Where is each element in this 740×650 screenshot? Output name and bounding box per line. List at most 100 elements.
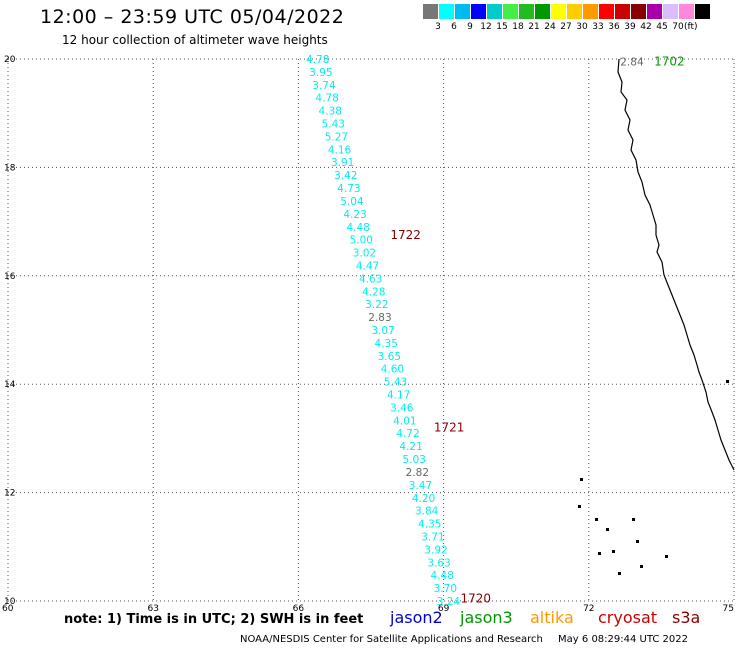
color-scale-tick: 27	[560, 22, 572, 32]
color-swatch	[470, 4, 486, 19]
color-swatch	[694, 4, 710, 19]
track-labels: 4.783.953.744.784.385.435.274.163.913.42…	[306, 54, 685, 608]
y-tick-label: 16	[4, 272, 16, 282]
wave-height-value: 4.23	[343, 209, 366, 221]
color-swatch	[534, 4, 550, 19]
wave-height-value: 3.84	[415, 506, 439, 518]
island-speck	[640, 565, 643, 568]
color-scale-tick: 15	[496, 22, 508, 32]
y-tick-label: 12	[4, 489, 15, 499]
color-swatch	[438, 4, 454, 19]
wave-height-value: 5.04	[340, 196, 364, 208]
wave-height-value: 2.83	[368, 312, 391, 324]
y-tick-label: 14	[4, 380, 16, 390]
color-scale-tick: 36	[608, 22, 620, 32]
color-scale-tick: 30	[576, 22, 588, 32]
x-tick-label: 63	[147, 604, 158, 614]
color-scale-tick: 39	[624, 22, 636, 32]
island-speck	[726, 380, 729, 383]
axis-labels: 60 63 66 69 72 75 20 18 16 14 12 10	[2, 55, 734, 614]
wave-height-value: 3.95	[309, 67, 332, 79]
color-scale-unit: (ft)	[684, 22, 698, 32]
wave-height-value: 4.78	[315, 93, 338, 105]
wave-height-value: 4.28	[362, 286, 385, 298]
y-tick-label: 10	[4, 597, 16, 607]
page-subtitle: 12 hour collection of altimeter wave hei…	[62, 33, 328, 47]
x-tick-label: 66	[293, 604, 305, 614]
wave-height-value: 4.73	[337, 183, 360, 195]
wave-height-value: 4.17	[387, 390, 410, 402]
wave-height-value: 4.20	[412, 493, 435, 505]
time-label: 1702	[654, 55, 685, 69]
coastline-path	[617, 58, 735, 471]
wave-height-value: 3.71	[421, 531, 444, 543]
y-tick-label: 18	[4, 163, 16, 173]
color-swatch	[598, 4, 614, 19]
wave-height-value: 5.43	[322, 119, 345, 131]
color-swatch	[646, 4, 662, 19]
x-tick-label: 72	[583, 604, 594, 614]
wave-height-value: 4.78	[306, 54, 329, 66]
wave-height-value: 5.00	[350, 235, 373, 247]
color-swatch	[422, 4, 438, 19]
coastline	[578, 58, 735, 575]
color-swatch	[614, 4, 630, 19]
wave-height-value: 4.47	[356, 260, 379, 272]
color-swatch	[502, 4, 518, 19]
island-speck	[580, 478, 583, 481]
color-scale-tick: 9	[467, 22, 473, 32]
wave-height-value: 3.91	[331, 157, 354, 169]
wave-height-value: 3.63	[427, 557, 450, 569]
wave-height-value: 3.07	[371, 325, 394, 337]
satellite-legend-item: s3a	[672, 608, 701, 627]
wave-height-value: 4.38	[319, 106, 342, 118]
wave-height-value: 3.74	[312, 80, 336, 92]
island-speck	[636, 540, 639, 543]
wave-height-value: 4.63	[359, 273, 382, 285]
time-label: 1722	[390, 228, 421, 242]
wave-height-value: 3.70	[434, 583, 457, 595]
units-note: note: 1) Time is in UTC; 2) SWH is in fe…	[64, 612, 364, 627]
island-speck	[665, 555, 668, 558]
x-tick-label: 69	[438, 604, 450, 614]
wave-height-value: 3.02	[353, 248, 376, 260]
wave-height-value: 4.48	[347, 222, 370, 234]
island-speck	[598, 552, 601, 555]
wave-height-value: 4.35	[418, 519, 441, 531]
wave-height-value: 4.01	[393, 415, 416, 427]
color-swatch	[486, 4, 502, 19]
color-swatch	[630, 4, 646, 19]
wave-height-value: 3.22	[365, 299, 388, 311]
island-speck	[595, 518, 598, 521]
color-scale-tick: 24	[544, 22, 556, 32]
color-swatch	[678, 4, 694, 19]
wave-height-value: 2.82	[406, 467, 429, 479]
time-label: 1720	[461, 591, 492, 605]
wave-height-value: 5.43	[384, 377, 407, 389]
color-swatch	[518, 4, 534, 19]
satellite-legend-item: cryosat	[598, 608, 658, 627]
satellite-legend-item: altika	[530, 608, 574, 627]
color-swatch	[662, 4, 678, 19]
color-scale-tick: 45	[656, 22, 668, 32]
wave-height-value: 4.72	[396, 428, 419, 440]
color-swatch	[566, 4, 582, 19]
wave-height-value: 3.47	[409, 480, 432, 492]
satellite-legend-item: jason2	[390, 608, 443, 627]
wave-height-value: 4.48	[431, 570, 454, 582]
generated-time: May 6 08:29:44 UTC 2022	[558, 634, 688, 645]
wave-height-value: 3.42	[334, 170, 357, 182]
satellite-legend-item: jason3	[460, 608, 513, 627]
time-label: 1721	[434, 421, 465, 435]
wave-height-value: 3.65	[378, 351, 401, 363]
color-scale-tick: 42	[640, 22, 652, 32]
x-tick-label: 60	[2, 604, 14, 614]
color-scale-tick: 70	[672, 22, 684, 32]
island-speck	[632, 518, 635, 521]
island-speck	[612, 550, 615, 553]
page-title: 12:00 – 23:59 UTC 05/04/2022	[40, 6, 345, 28]
wave-height-value: 4.35	[375, 338, 398, 350]
color-scale-tick: 6	[451, 22, 457, 32]
color-scale-tick: 21	[528, 22, 540, 32]
wave-height-value: 5.03	[403, 454, 426, 466]
